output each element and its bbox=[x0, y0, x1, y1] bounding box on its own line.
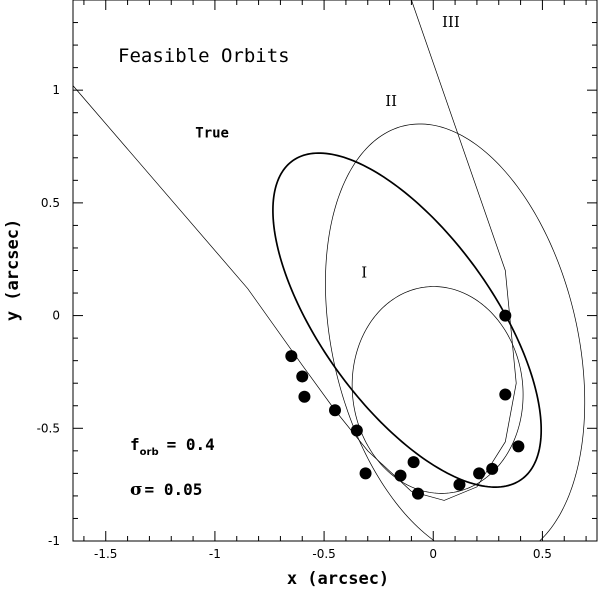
orbit-curve-iii bbox=[73, 0, 517, 501]
x-tick-label: 0.5 bbox=[533, 547, 552, 561]
forb-letter: f bbox=[130, 435, 140, 454]
y-tick-label: -1 bbox=[48, 534, 60, 548]
forb-subscript: orb bbox=[140, 447, 159, 458]
orbit-curve-i bbox=[351, 286, 524, 494]
plot-frame bbox=[72, 0, 598, 542]
x-axis-ticks: -1.5 -1 -0.5 0 0.5 bbox=[83, 0, 587, 561]
x-tick-label: -1.5 bbox=[94, 547, 117, 561]
data-point bbox=[407, 456, 420, 469]
orbit-curve-true bbox=[272, 152, 543, 488]
y-tick-label: 0 bbox=[52, 309, 60, 323]
data-point bbox=[473, 467, 486, 480]
x-tick-label: -1 bbox=[209, 547, 221, 561]
data-point bbox=[359, 467, 372, 480]
data-point bbox=[486, 462, 499, 475]
x-tick-label: 0 bbox=[429, 547, 437, 561]
data-point bbox=[329, 404, 341, 417]
sigma-value: = 0.05 bbox=[145, 480, 203, 499]
orbit-label-i: I bbox=[361, 263, 367, 281]
orbit-label-ii: II bbox=[385, 92, 397, 110]
orbit-label-iii: III bbox=[442, 13, 460, 31]
x-axis-title: x (arcsec) bbox=[287, 569, 389, 589]
chart-title: Feasible Orbits bbox=[118, 45, 290, 67]
svg-text:forb= 0.4: forb = 0.4 bbox=[130, 435, 215, 458]
data-point bbox=[499, 309, 512, 322]
y-axis-title: y (arcsec) bbox=[3, 219, 23, 321]
orbit-curve-ii bbox=[325, 123, 586, 541]
data-point bbox=[411, 487, 424, 500]
svg-text:σ= 0.05: σ = 0.05 bbox=[130, 480, 202, 500]
orbit-curves bbox=[73, 0, 586, 541]
data-point bbox=[453, 478, 466, 491]
orbit-label-true: True bbox=[195, 126, 229, 142]
data-points bbox=[285, 309, 525, 500]
data-point bbox=[499, 388, 512, 401]
y-tick-label: 0.5 bbox=[41, 196, 60, 210]
data-point bbox=[394, 469, 407, 482]
sigma-symbol: σ bbox=[130, 480, 143, 500]
data-point bbox=[298, 390, 311, 403]
data-point bbox=[296, 370, 309, 383]
data-point bbox=[512, 440, 525, 453]
forb-annotation: forb = 0.4 bbox=[130, 435, 215, 458]
x-tick-label: -0.5 bbox=[312, 547, 335, 561]
data-point bbox=[285, 350, 298, 363]
y-tick-label: -0.5 bbox=[37, 421, 60, 435]
data-point bbox=[350, 424, 363, 437]
y-tick-label: 1 bbox=[52, 83, 60, 97]
sigma-annotation: σ = 0.05 bbox=[130, 480, 202, 500]
forb-value: = 0.4 bbox=[167, 435, 215, 454]
y-axis-ticks: -1 -0.5 0 0.5 1 bbox=[37, 0, 597, 548]
